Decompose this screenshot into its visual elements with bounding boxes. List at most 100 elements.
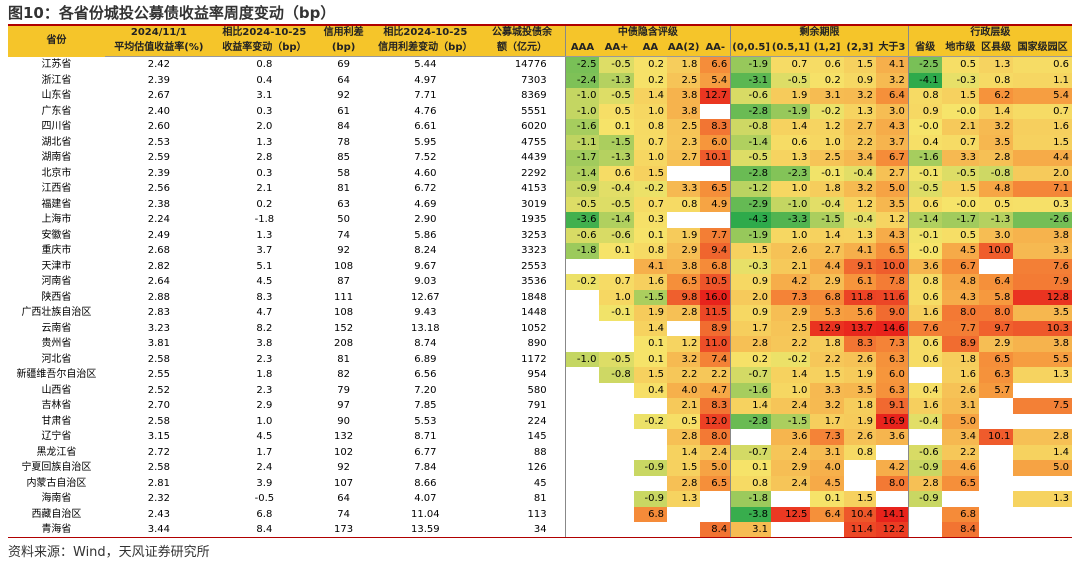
heat-cell: -0.1 [810,165,844,181]
heat-cell: 7.3 [810,429,844,445]
heat-cell: 1.4 [633,320,668,336]
heat-cell: 0.1 [810,491,844,507]
header-aa2: AA(2) [667,40,701,57]
value-cell: 3.15 [147,431,171,443]
heat-cell: 0.5 [667,413,701,429]
province-cell: 安徽省 [41,229,72,241]
header-balance: 公募城投债余 [479,26,566,40]
heat-cell: 0.8 [907,274,942,290]
value-cell: 0.4 [256,74,273,86]
heat-cell: -1.7 [564,150,600,166]
value-cell: 84 [337,121,350,133]
value-cell: 1.0 [256,415,273,427]
value-cell: 2.72 [147,446,171,458]
heat-cell: 3.4 [941,429,979,445]
value-cell: 45 [533,477,547,489]
heat-cell: 0.7 [599,274,634,290]
heat-cell: 7.9 [1013,274,1072,290]
heat-cell: 5.8 [979,289,1014,305]
heat-cell: 6.3 [876,382,909,398]
heat-cell: 3.5 [876,196,909,212]
value-cell: 890 [527,338,547,350]
heat-cell: 5.0 [700,460,731,476]
value-cell: 64 [337,493,350,505]
heat-cell: 16.0 [700,289,731,305]
province-cell: 吉林省 [41,400,72,412]
heat-cell: 1.8 [810,181,844,197]
value-cell: 4.5 [256,431,273,443]
header-yield-change: 收益率变动（bp） [212,40,316,57]
heat-cell: 1.4 [730,398,772,414]
value-cell: 4.7 [256,307,273,319]
table-row: 浙江省 2.39 0.4 64 4.97 7303 -2.4 -1.3 0.2 2.5 5.4 -3.… [8,72,1072,88]
header-term-2-3: (2,3] [843,40,876,57]
header-row-1: 省份 2024/11/1 相比2024-10-25 信用利差 相比2024-10… [8,26,1072,57]
heat-cell: 4.1 [843,243,876,259]
heat-cell: 1.4 [1013,444,1072,460]
heat-cell [700,166,730,182]
heat-cell: 3.8 [1013,336,1072,352]
value-cell: 1.7 [256,446,273,458]
heat-cell: 5.4 [1013,88,1072,104]
value-cell: 4.5 [256,276,273,288]
heat-cell: 8.4 [941,522,979,538]
value-cell: 2.81 [147,477,171,489]
heat-cell: 8.0 [941,305,979,321]
heat-cell: -1.5 [771,413,811,429]
value-cell: 2.43 [147,508,171,520]
heat-cell: 0.8 [667,196,701,212]
heat-cell: 9.8 [667,289,701,305]
value-cell: 6.72 [414,183,437,195]
province-cell: 湖北省 [41,136,72,148]
heat-cell: 1.7 [730,320,772,336]
heat-cell: 1.4 [771,367,811,383]
heat-cell: -1.6 [730,382,772,398]
value-cell: 8.71 [414,431,437,443]
heat-cell: 3.0 [876,103,909,119]
heat-cell [876,445,908,461]
heat-cell [564,289,600,305]
heat-cell: 4.8 [941,274,979,290]
heat-cell: 1.0 [771,227,811,243]
heat-cell [1013,414,1072,430]
heat-cell: 0.6 [907,336,942,352]
value-cell: 0.3 [256,105,273,117]
value-cell: 2.52 [147,384,171,396]
heat-cell [667,507,700,523]
heat-cell [876,491,908,507]
heat-cell: 2.3 [667,134,701,150]
heat-cell: 0.9 [907,103,942,119]
heat-cell: -0.9 [633,460,668,476]
heat-cell: 0.7 [1013,103,1072,119]
heat-cell: 0.9 [843,72,876,88]
heat-cell: 6.5 [700,181,731,197]
heat-cell: -0.3 [941,72,979,88]
value-cell: 4.76 [414,105,437,117]
value-cell: 13.18 [411,322,440,334]
heat-cell: 7.3 [771,289,811,305]
heat-cell [599,445,633,461]
heat-cell: 1.2 [667,336,701,352]
table-row: 广东省 2.40 0.3 61 4.76 5551 -1.0 0.5 1.0 3.8 -2.8 -1.… [8,103,1072,119]
heat-cell: 0.8 [730,475,772,491]
heat-cell: 2.6 [771,243,811,259]
heat-cell: 3.3 [667,181,701,197]
heat-cell [667,212,700,228]
heat-cell: 4.4 [1013,150,1072,166]
value-cell: 5551 [521,105,547,117]
heat-cell: -2.8 [730,413,772,429]
heat-cell: 12.7 [700,88,731,104]
header-province: 省份 [8,26,105,57]
heat-cell: 16.9 [876,413,909,429]
heat-cell: -3.1 [730,72,772,88]
value-cell: 102 [334,446,354,458]
heat-cell: 2.8 [667,305,701,321]
table-row: 天津市 2.82 5.1 108 9.67 2553 4.1 3.8 6.8 -0.3 2.1 4.4… [8,258,1072,274]
heat-cell: 6.4 [876,88,909,104]
heat-cell [634,398,667,414]
value-cell: 1.8 [256,369,273,381]
heat-cell: 6.7 [876,150,909,166]
heat-cell: 1.4 [810,227,844,243]
value-cell: 3019 [521,198,547,210]
heat-cell: 6.8 [941,506,979,522]
